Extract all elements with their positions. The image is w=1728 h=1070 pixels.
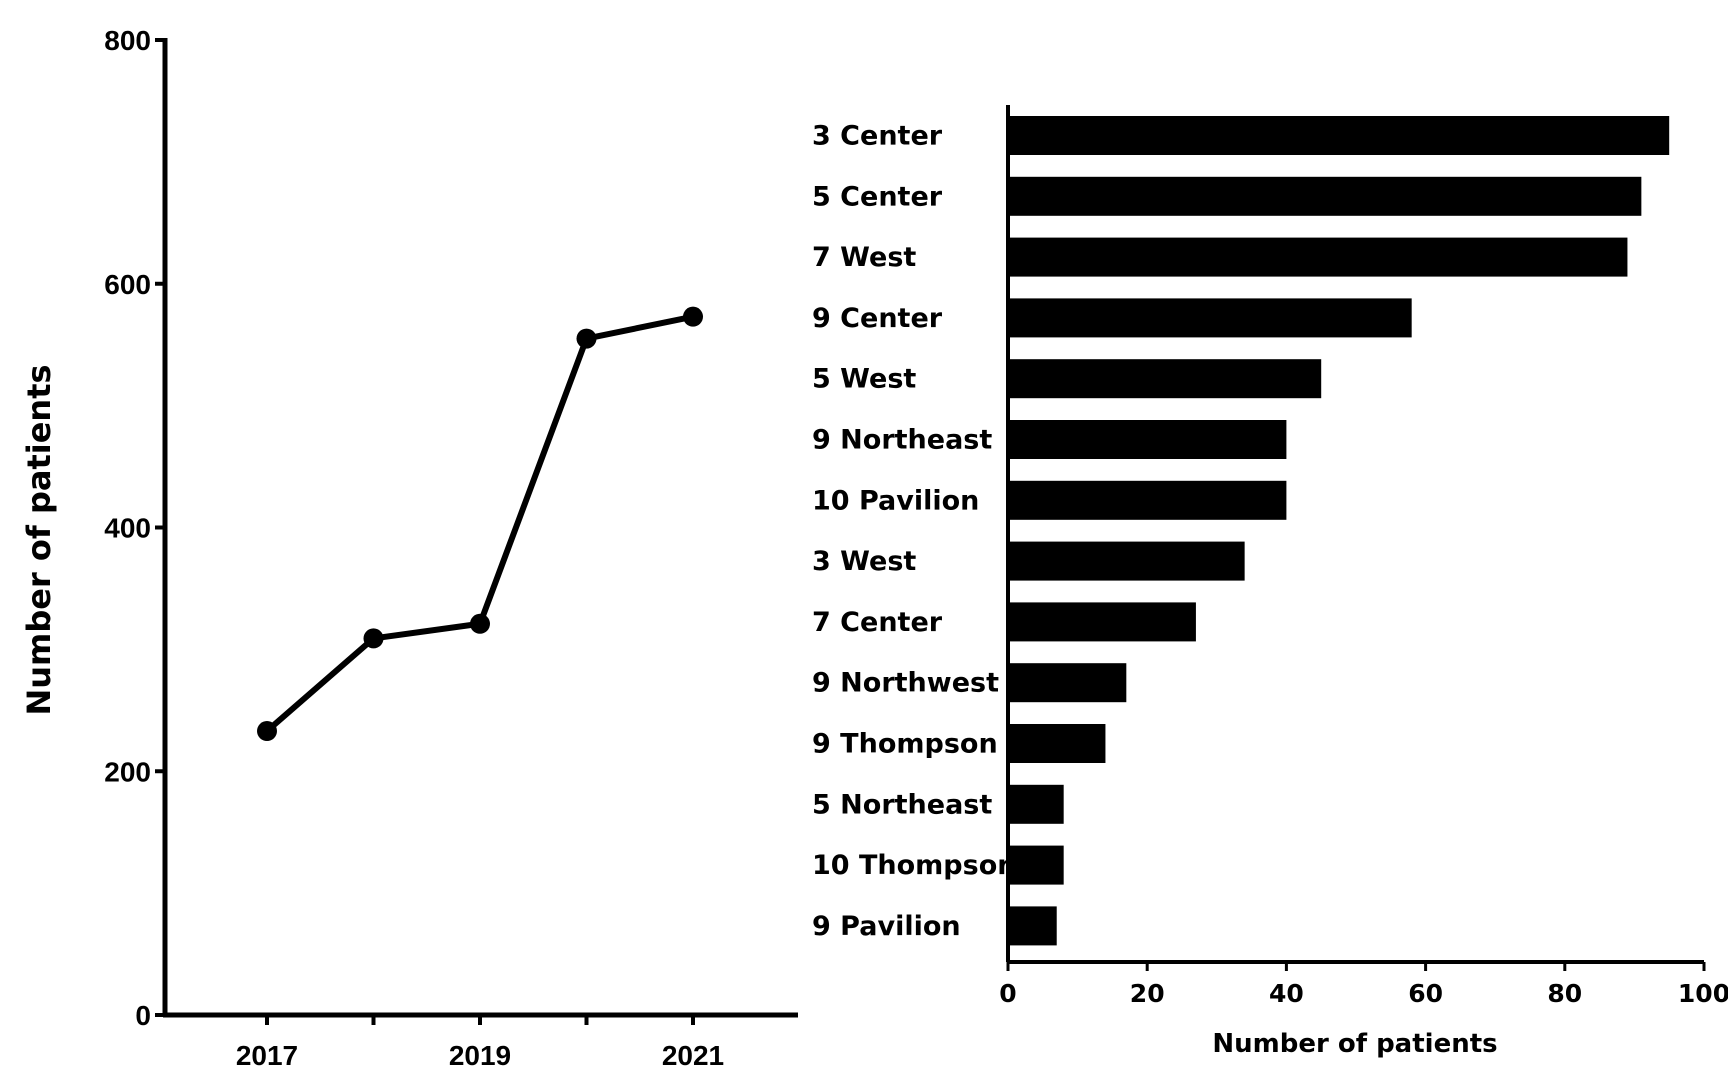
bar (1008, 906, 1057, 946)
y-tick-label: 0 (135, 1000, 151, 1031)
x-tick-label: 100 (1678, 979, 1728, 1008)
y-tick-label: 600 (104, 269, 151, 300)
x-tick-label: 80 (1547, 979, 1582, 1008)
x-tick-label: 2021 (662, 1040, 724, 1070)
bar (1008, 480, 1287, 520)
y-tick-label: 800 (104, 25, 151, 56)
x-tick-label: 0 (999, 979, 1016, 1008)
bar (1008, 663, 1127, 703)
y-axis-label: Number of patients (20, 364, 58, 715)
x-tick-label: 2017 (236, 1040, 298, 1070)
bar (1008, 784, 1064, 824)
bar (1008, 420, 1287, 459)
bar (1008, 845, 1064, 885)
data-point (576, 328, 597, 349)
category-label: 3 West (812, 546, 916, 577)
category-label: 7 West (812, 242, 916, 273)
bar-chart: 3 Center 5 Center 7 West 9 Center 5 West 9 No… (812, 105, 1728, 1059)
category-label: 9 Thompson (812, 729, 998, 760)
x-axis-label: Number of patients (1212, 1029, 1497, 1059)
x-tick-label: 40 (1269, 979, 1304, 1008)
data-point (683, 306, 703, 327)
bar (1008, 237, 1628, 277)
y-tick-label: 200 (104, 756, 151, 787)
category-label: 7 Center (812, 607, 943, 638)
x-tick-label: 60 (1408, 979, 1443, 1008)
category-label: 9 Pavilion (812, 911, 961, 942)
x-tick-label: 20 (1130, 979, 1165, 1008)
category-label: 5 West (812, 364, 916, 395)
category-label: 10 Pavilion (812, 485, 979, 516)
category-label: 5 Northeast (812, 789, 992, 820)
data-point (363, 628, 384, 649)
category-label: 10 Thompson (812, 850, 1016, 881)
category-label: 9 Northwest (812, 668, 999, 699)
y-tick-label: 400 (104, 513, 151, 544)
bar (1008, 298, 1412, 338)
category-label: 3 Center (812, 121, 943, 152)
series-line (265, 313, 694, 734)
x-tick-label: 2019 (449, 1040, 511, 1070)
data-point (257, 721, 277, 742)
bar (1008, 541, 1245, 581)
bar (1008, 176, 1642, 216)
line-chart: 0 200 400 600 800 2017 2019 2021 Number of patie… (20, 25, 798, 1070)
data-point (470, 613, 490, 634)
category-label: 9 Center (812, 303, 943, 334)
bar (1008, 116, 1670, 155)
bar (1008, 359, 1322, 399)
category-label: 5 Center (812, 181, 943, 212)
category-label: 9 Northeast (812, 425, 992, 456)
bar (1008, 724, 1106, 763)
bar (1008, 602, 1196, 642)
